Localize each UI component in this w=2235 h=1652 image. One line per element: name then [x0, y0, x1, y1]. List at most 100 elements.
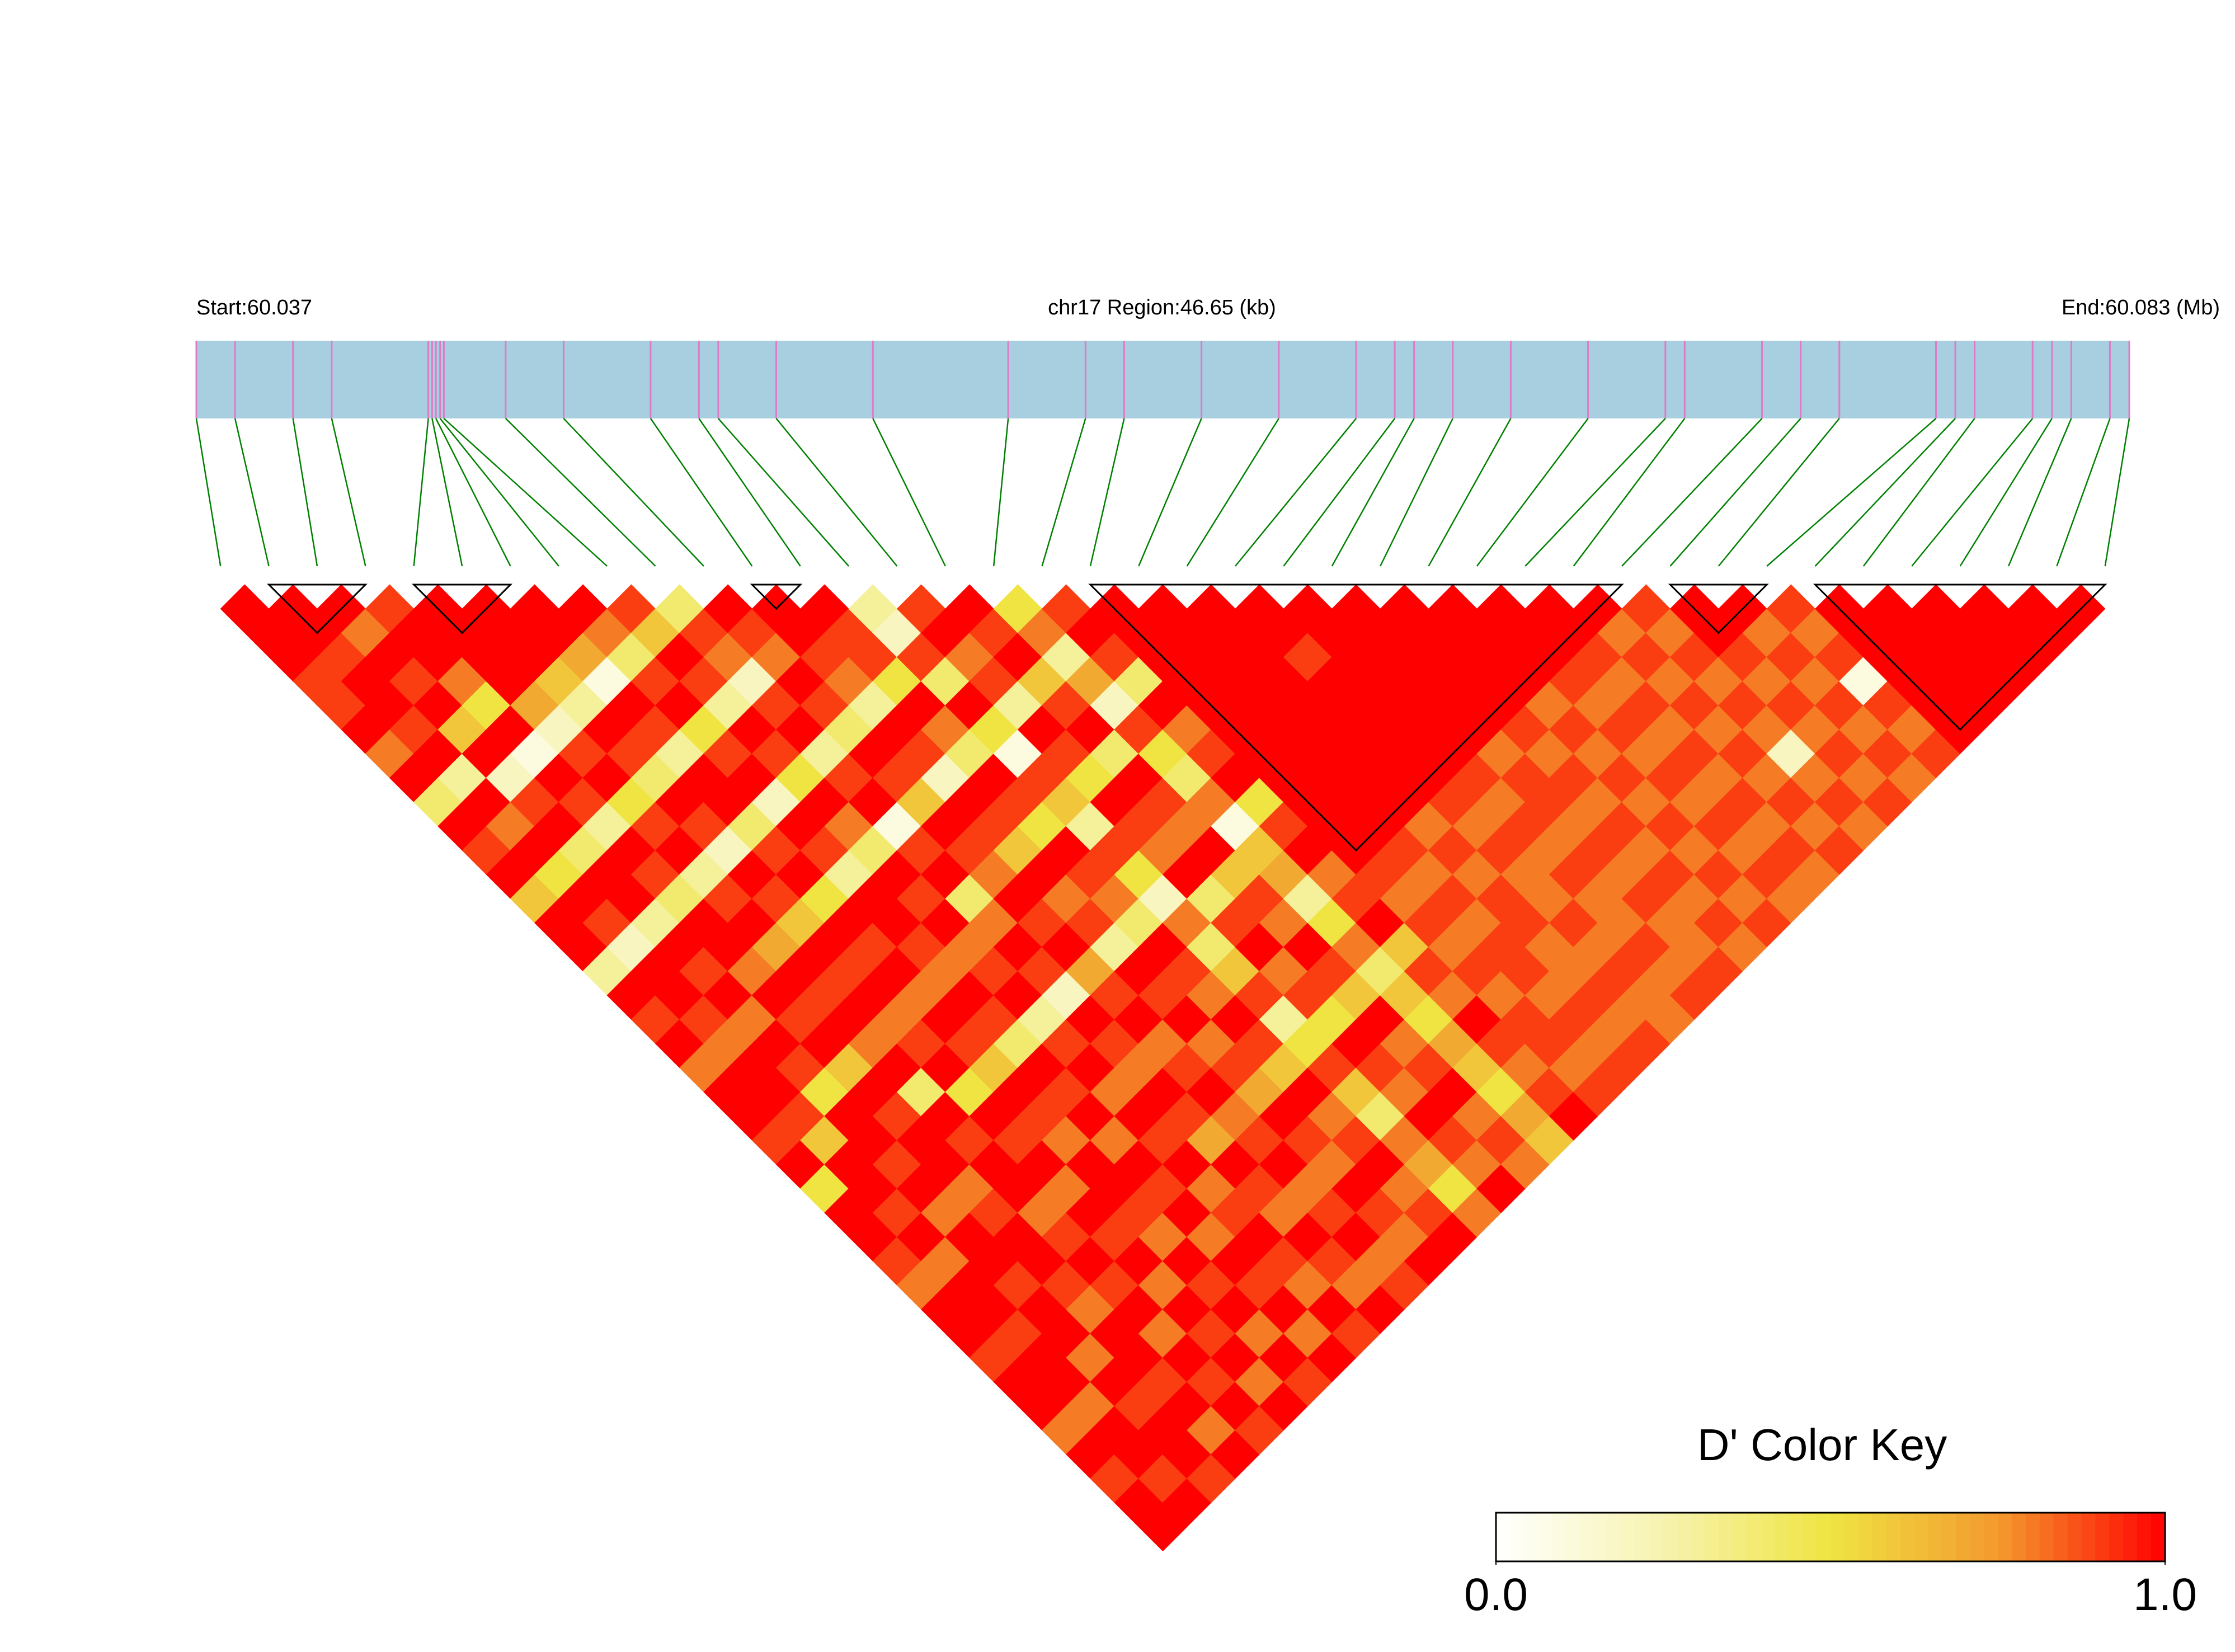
ld-cell [655, 681, 704, 730]
snp-connector [1138, 418, 1202, 567]
ld-cell [1283, 584, 1333, 633]
ld-cell [993, 1212, 1043, 1262]
ld-cell [848, 1164, 898, 1213]
ld-cell [1259, 1043, 1309, 1093]
ld-cell [800, 729, 849, 779]
ld-cell [703, 681, 752, 730]
ld-cell [727, 802, 777, 851]
ld-cell [800, 584, 849, 633]
ld-cell [1500, 1043, 1550, 1093]
ld-cell [1694, 753, 1743, 803]
ld-cell [921, 1043, 970, 1093]
ld-cell [630, 802, 680, 851]
ld-cell [655, 874, 704, 924]
color-key-swatch [1984, 1513, 1998, 1561]
ld-cell [1621, 826, 1671, 875]
ld-cell [1356, 898, 1405, 948]
ld-cell [1356, 995, 1405, 1044]
ld-cell [1066, 1381, 1115, 1431]
ld-cell [969, 656, 1018, 706]
ld-cell [993, 1164, 1043, 1213]
ld-cell [1235, 1067, 1284, 1117]
ld-cell [1452, 1091, 1502, 1141]
ld-cell [1283, 1067, 1333, 1117]
ld-cell [1380, 632, 1429, 682]
color-key-swatch [2081, 1513, 2096, 1561]
ld-cell [1597, 995, 1646, 1044]
ld-cell [1549, 947, 1598, 996]
ld-cell [1911, 584, 1961, 633]
ld-cell [993, 1309, 1043, 1358]
ld-cell [1669, 874, 1719, 924]
ld-cell [558, 584, 608, 633]
ld-cell [848, 1212, 898, 1262]
ld-cell [703, 971, 752, 1020]
ld-cell [1935, 656, 1985, 706]
ld-cell [1259, 705, 1309, 754]
ld-cell [703, 874, 752, 924]
ld-cell [1187, 826, 1236, 875]
ld-cell [1500, 705, 1550, 754]
ld-cell [655, 729, 704, 779]
ld-cell [1428, 632, 1478, 682]
snp-connector [992, 418, 1009, 567]
ld-cell [751, 632, 801, 682]
ld-cell [872, 995, 922, 1044]
snp-connector [1766, 418, 1937, 567]
region-label: chr17 Region:46.65 (kb) [1048, 296, 1276, 319]
ld-cell [655, 826, 704, 875]
ld-cell [1597, 608, 1646, 658]
ld-cell [486, 753, 535, 803]
ld-cell [486, 850, 535, 900]
ld-cell [1476, 584, 1526, 633]
ld-cell [1187, 1067, 1236, 1117]
ld-cell [1283, 632, 1333, 682]
ld-cell [1114, 705, 1164, 754]
ld-cell [1790, 802, 1840, 851]
ld-cell [727, 1043, 777, 1093]
ld-cell [365, 632, 415, 682]
ld-cell [896, 826, 946, 875]
ld-cell [1041, 1212, 1091, 1262]
ld-cell [896, 1212, 946, 1262]
ld-cell [365, 729, 415, 779]
ld-cell [1235, 681, 1284, 730]
ld-cell [800, 1164, 849, 1213]
ld-cell [1814, 729, 1864, 779]
ld-cell [1066, 1429, 1115, 1479]
snp-connector [1524, 418, 1666, 567]
ld-cell [1645, 705, 1695, 754]
color-key-swatch [1509, 1513, 1524, 1561]
snp-connector [331, 418, 366, 567]
ld-cell [606, 681, 656, 730]
ld-cell [1669, 777, 1719, 827]
ld-cell [510, 729, 559, 779]
ld-cell [1356, 1043, 1405, 1093]
ld-cell [486, 608, 535, 658]
ld-cell [1090, 1260, 1139, 1310]
ld-cell [727, 850, 777, 900]
ld-cell [1307, 1091, 1357, 1141]
ld-cell [775, 753, 825, 803]
ld-cell [1356, 705, 1405, 754]
ld-cell [582, 753, 632, 803]
ld-cell [824, 995, 873, 1044]
ld-cell [510, 777, 559, 827]
ld-cell [1524, 826, 1574, 875]
ld-cell [800, 681, 849, 730]
ld-cell [1187, 971, 1236, 1020]
ld-cell [1790, 753, 1840, 803]
ld-cell [1549, 753, 1598, 803]
ld-cell [1549, 705, 1598, 754]
ld-cell [872, 947, 922, 996]
ld-cell [1742, 802, 1791, 851]
ld-cell [1742, 705, 1791, 754]
ld-cell [921, 608, 970, 658]
ld-cell [1766, 632, 1816, 682]
ld-cell [872, 1091, 922, 1141]
ld-cell [1162, 1091, 1212, 1141]
ld-cell [1066, 656, 1115, 706]
colorbar-tick-label: 0.0 [1464, 1569, 1528, 1620]
ld-cell [1452, 947, 1502, 996]
